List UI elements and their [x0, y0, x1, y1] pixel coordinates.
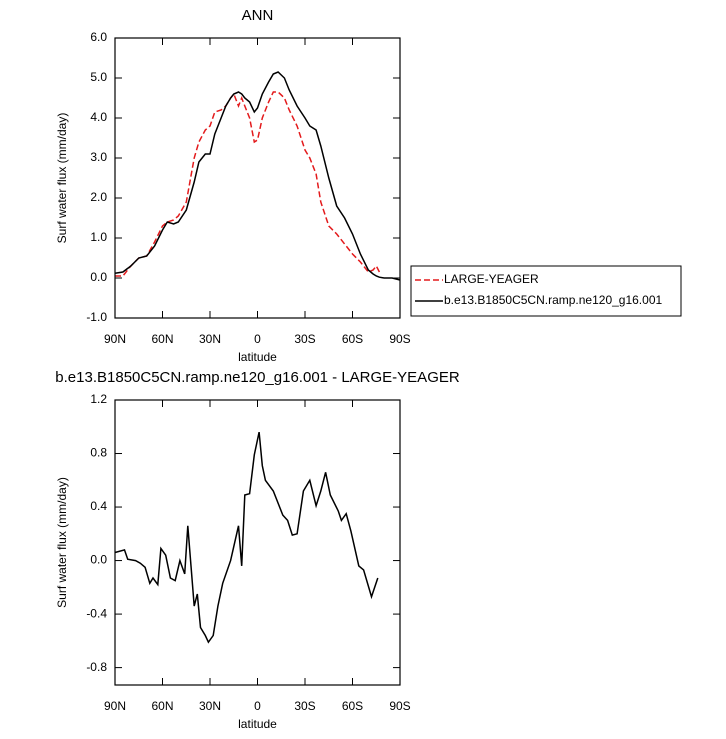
x-tick-label: 60S [342, 699, 363, 713]
x-tick-label: 60N [151, 699, 173, 713]
x-tick-label: 90N [104, 699, 126, 713]
x-axis-label: latitude [238, 717, 277, 731]
y-tick-label: -1.0 [86, 310, 107, 324]
y-tick-label: 1.2 [90, 392, 107, 406]
x-tick-label: 90S [389, 332, 410, 346]
chart-title: ANN [242, 7, 274, 24]
data-line [115, 91, 381, 277]
y-tick-label: 6.0 [90, 30, 107, 44]
y-tick-label: 4.0 [90, 110, 107, 124]
x-tick-label: 60S [342, 332, 363, 346]
y-tick-label: 2.0 [90, 190, 107, 204]
x-tick-label: 30S [294, 332, 315, 346]
plot-frame [114, 399, 401, 686]
y-tick-label: -0.4 [86, 606, 107, 620]
legend-label: b.e13.B1850C5CN.ramp.ne120_g16.001 [444, 293, 662, 307]
data-line [114, 431, 379, 644]
y-tick-label: -0.8 [86, 660, 107, 674]
x-tick-label: 30N [199, 699, 221, 713]
y-tick-label: 3.0 [90, 150, 107, 164]
y-tick-label: 0.0 [90, 553, 107, 567]
x-tick-label: 0 [254, 699, 261, 713]
x-tick-label: 90S [389, 699, 410, 713]
plot-frame [114, 37, 401, 319]
y-axis-label: Surf water flux (mm/day) [55, 477, 69, 608]
chart-title: b.e13.B1850C5CN.ramp.ne120_g16.001 - LAR… [55, 369, 460, 386]
y-tick-label: 5.0 [90, 70, 107, 84]
x-axis-label: latitude [238, 350, 277, 364]
y-tick-label: 0.0 [90, 270, 107, 284]
y-tick-label: 1.0 [90, 230, 107, 244]
legend-label: LARGE-YEAGER [444, 272, 539, 286]
x-tick-label: 0 [254, 332, 261, 346]
x-tick-label: 90N [104, 332, 126, 346]
x-tick-label: 30N [199, 332, 221, 346]
data-line [114, 71, 401, 281]
x-tick-label: 60N [151, 332, 173, 346]
y-tick-label: 0.8 [90, 446, 107, 460]
legend-box [410, 265, 682, 317]
y-tick-label: 0.4 [90, 499, 107, 513]
y-axis-label: Surf water flux (mm/day) [55, 113, 69, 244]
x-tick-label: 30S [294, 699, 315, 713]
